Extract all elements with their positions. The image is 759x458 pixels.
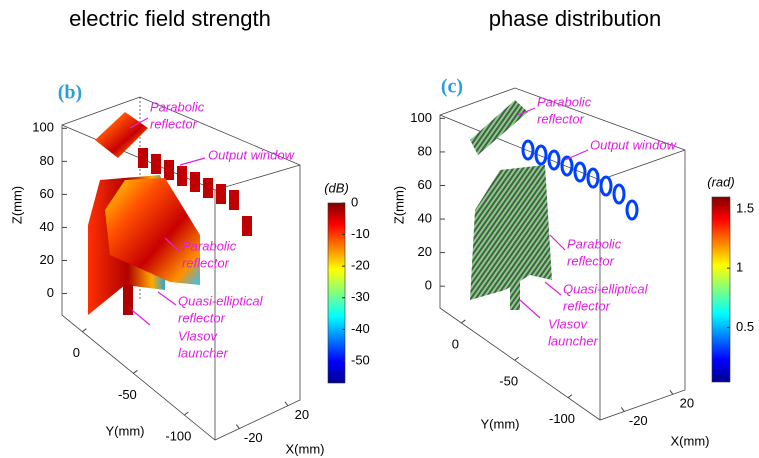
x-tick xyxy=(620,407,625,412)
annotation-arrows xyxy=(129,107,589,326)
colorbar-tick-label: 0 xyxy=(351,194,358,209)
z-tick-label: 20 xyxy=(40,252,54,267)
annotation: Quasi-elliptical xyxy=(563,281,649,296)
z-tick-label: 100 xyxy=(32,120,54,135)
annotation: Output window xyxy=(590,137,678,152)
y-axis-label: Y(mm) xyxy=(481,416,520,431)
annotation: Parabolic xyxy=(150,99,205,114)
y-tick xyxy=(567,394,573,399)
colorbar-tick-label: 1.5 xyxy=(736,200,754,215)
y-tick xyxy=(514,356,519,361)
z-axis-label: Z(mm) xyxy=(391,186,406,224)
z-tick-label: 0 xyxy=(425,278,432,293)
colorbar-tick-label: 0.5 xyxy=(736,319,754,334)
x-tick xyxy=(284,401,289,407)
z-tick-label: 40 xyxy=(418,210,432,225)
panel-title: phase distribution xyxy=(489,6,661,31)
annotation: reflector xyxy=(182,255,230,270)
y-tick xyxy=(184,411,189,416)
y-tick-label: 0 xyxy=(452,336,459,351)
y-tick-label: -50 xyxy=(499,374,518,389)
annotation: Vlasov xyxy=(548,316,589,331)
y-axis-label: Y(mm) xyxy=(106,423,145,438)
panel-label: (b) xyxy=(58,82,82,104)
colorbar-tick-label: -20 xyxy=(351,258,370,273)
y-tick-label: 0 xyxy=(73,345,80,360)
z-axis-label: Z(mm) xyxy=(9,186,24,224)
colorbar-tick-label: -40 xyxy=(351,321,370,336)
y-tick xyxy=(133,369,138,374)
panel-label: (c) xyxy=(441,76,463,98)
colorbar-tick-label: -10 xyxy=(351,226,370,241)
y-tick-label: -100 xyxy=(165,428,191,443)
y-tick xyxy=(82,328,87,333)
annotation: reflector xyxy=(563,298,611,313)
z-tick-label: 40 xyxy=(40,219,54,234)
annotation: launcher xyxy=(548,333,599,348)
y-tick-label: -50 xyxy=(118,387,137,402)
annotation: launcher xyxy=(178,345,229,360)
z-tick-label: 60 xyxy=(418,177,432,192)
annotation: Parabolic xyxy=(182,238,237,253)
x-tick-label: 20 xyxy=(295,407,309,422)
z-tick-label: 80 xyxy=(418,143,432,158)
colorbar-tick-label: -50 xyxy=(351,352,370,367)
x-axis-label: X(mm) xyxy=(671,433,710,448)
x-axis-label: X(mm) xyxy=(286,441,325,456)
colorbar-label: (rad) xyxy=(707,174,734,189)
z-tick-label: 60 xyxy=(40,186,54,201)
z-tick-label: 20 xyxy=(418,244,432,259)
x-tick-label: -20 xyxy=(244,430,263,445)
z-tick-label: 80 xyxy=(40,153,54,168)
field-surfaces xyxy=(88,112,252,315)
phase-surfaces xyxy=(470,100,639,310)
annotation: Parabolic xyxy=(567,236,622,251)
colorbar xyxy=(327,202,346,384)
x-tick-label: 20 xyxy=(680,396,694,411)
annotation: reflector xyxy=(537,111,585,126)
panel-title: electric field strength xyxy=(69,6,271,31)
annotation: reflector xyxy=(567,253,615,268)
annotation: Parabolic xyxy=(537,94,592,109)
colorbar-tick-label: -30 xyxy=(351,289,370,304)
annotation: Quasi-elliptical xyxy=(178,293,264,308)
x-tick xyxy=(669,389,674,395)
y-tick xyxy=(461,319,466,324)
colorbar-tick-label: 1 xyxy=(736,260,743,275)
annotation: Vlasov xyxy=(178,328,219,343)
z-tick-label: 100 xyxy=(410,110,432,125)
annotation: reflector xyxy=(178,310,226,325)
colorbar-label: (dB) xyxy=(324,180,349,195)
y-tick-label: -100 xyxy=(549,411,575,426)
z-tick-label: 0 xyxy=(47,285,54,300)
x-tick-label: -20 xyxy=(629,413,648,428)
annotation: reflector xyxy=(150,116,198,131)
colorbar xyxy=(711,196,731,383)
annotation: Output window xyxy=(208,147,296,162)
x-tick xyxy=(235,424,240,429)
